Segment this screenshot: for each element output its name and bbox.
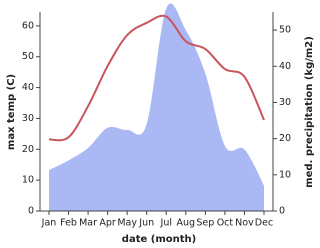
y-tick-label: 0 bbox=[28, 206, 34, 217]
y-tick-label: 20 bbox=[22, 144, 34, 155]
x-tick-label: Apr bbox=[99, 218, 116, 229]
y-tick-label: 40 bbox=[22, 82, 34, 93]
y2-tick-label: 0 bbox=[279, 206, 285, 217]
x-tick-label: Dec bbox=[255, 218, 273, 229]
y2-tick-label: 30 bbox=[279, 97, 291, 108]
y-tick-label: 30 bbox=[22, 113, 34, 124]
x-tick-label: Sep bbox=[196, 218, 214, 229]
x-tick-label: May bbox=[117, 218, 137, 229]
x-tick-label: Mar bbox=[79, 218, 97, 229]
x-tick-label: Oct bbox=[217, 218, 234, 229]
x-tick-label: Aug bbox=[177, 218, 196, 229]
temperature-line bbox=[48, 14, 265, 142]
x-tick-label: Jan bbox=[41, 218, 57, 229]
x-tick-label: Jun bbox=[138, 218, 154, 229]
y2-tick-label: 40 bbox=[279, 61, 291, 72]
y2-tick-label: 20 bbox=[279, 133, 291, 144]
y2-axis-title: med. precipitation (kg/m2) bbox=[304, 36, 315, 188]
y-tick-label: 10 bbox=[22, 175, 34, 186]
y2-tick-label: 10 bbox=[279, 169, 291, 180]
x-tick-label: Jul bbox=[160, 218, 172, 229]
y-axis-title: max temp (C) bbox=[6, 74, 17, 150]
x-tick-label: Feb bbox=[60, 218, 77, 229]
x-axis-title: date (month) bbox=[122, 234, 196, 245]
y2-tick-label: 50 bbox=[279, 25, 291, 36]
y-tick-label: 60 bbox=[22, 20, 34, 31]
precipitation-area bbox=[49, 3, 264, 212]
x-tick-label: Nov bbox=[235, 218, 254, 229]
y-tick-label: 50 bbox=[22, 51, 34, 62]
